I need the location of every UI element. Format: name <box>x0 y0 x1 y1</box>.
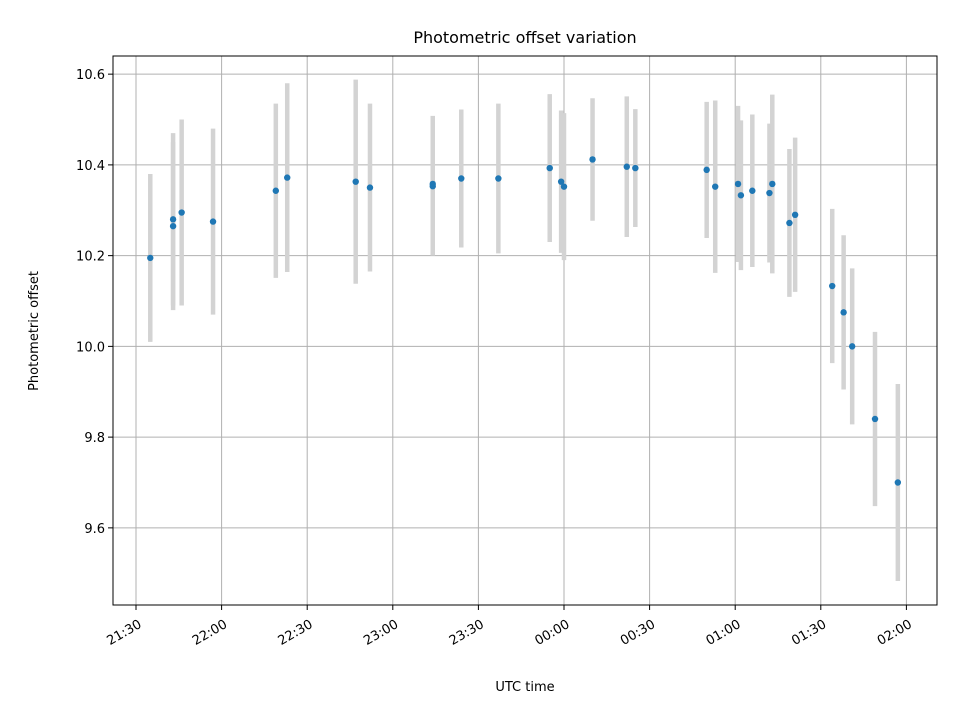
data-point <box>429 180 436 188</box>
data-point <box>209 218 217 225</box>
data-point <box>791 211 799 219</box>
y-tick-label: 9.6 <box>84 522 105 537</box>
chart-title: Photometric offset variation <box>413 28 636 47</box>
data-point <box>495 175 502 182</box>
y-axis-ticks: 9.6 9.8 10.0 10.2 10.4 10.6 <box>76 68 113 537</box>
x-tick-label: 02:00 <box>875 617 915 649</box>
data-point <box>632 164 639 172</box>
x-tick-label: 00:00 <box>532 617 572 649</box>
data-point <box>840 309 847 316</box>
x-tick-label: 23:00 <box>361 617 401 649</box>
y-tick: 10.6 <box>76 68 113 83</box>
data-point <box>703 166 710 174</box>
data-point <box>712 183 719 190</box>
data-point <box>169 216 177 223</box>
grid <box>113 56 937 605</box>
x-axis-ticks: 21:30 22:00 22:30 23:00 23:30 00:00 00:30 01:00… <box>104 605 915 649</box>
x-tick: 21:30 <box>104 605 144 649</box>
data-point <box>589 156 596 163</box>
data-point <box>829 282 836 290</box>
y-tick: 9.8 <box>84 431 113 446</box>
x-tick: 01:30 <box>789 605 829 649</box>
x-tick-label: 01:00 <box>704 617 744 649</box>
x-tick: 00:00 <box>532 605 572 649</box>
data-point <box>366 184 374 191</box>
x-axis-label: UTC time <box>495 680 554 695</box>
y-axis-label: Photometric offset <box>27 271 42 391</box>
y-tick-label: 10.6 <box>76 68 105 83</box>
plot-frame <box>112 55 938 606</box>
x-tick: 02:00 <box>875 605 915 649</box>
x-tick: 23:00 <box>361 605 401 649</box>
data-point <box>623 163 630 170</box>
data-point <box>766 189 773 197</box>
x-tick-label: 22:30 <box>276 617 316 649</box>
data-point <box>284 174 291 181</box>
data-point <box>557 178 565 185</box>
data-point <box>147 254 154 262</box>
x-tick-label: 22:00 <box>190 617 230 649</box>
error-bars <box>148 79 901 581</box>
data-point <box>546 164 553 172</box>
data-points <box>147 156 902 486</box>
x-tick: 22:30 <box>276 605 316 649</box>
data-point <box>560 183 568 190</box>
data-point <box>848 343 856 350</box>
y-tick: 10.0 <box>76 340 113 355</box>
y-tick: 9.6 <box>84 522 113 537</box>
data-point <box>272 187 280 194</box>
data-point <box>871 415 879 423</box>
x-tick: 22:00 <box>190 605 230 649</box>
x-tick: 01:00 <box>704 605 744 649</box>
data-point <box>769 180 776 188</box>
x-tick-label: 21:30 <box>104 617 144 649</box>
x-tick-label: 01:30 <box>789 617 829 649</box>
x-tick: 23:30 <box>447 605 487 649</box>
y-tick-label: 9.8 <box>84 431 105 446</box>
x-tick-label: 00:30 <box>618 617 658 649</box>
data-point <box>786 219 793 227</box>
data-point <box>169 222 177 230</box>
data-point <box>352 178 359 185</box>
y-tick-label: 10.2 <box>76 250 105 265</box>
x-tick-label: 23:30 <box>447 617 487 649</box>
y-tick-label: 10.4 <box>76 159 105 174</box>
x-tick: 00:30 <box>618 605 658 649</box>
y-tick: 10.2 <box>76 250 113 265</box>
data-point <box>749 187 756 194</box>
data-point <box>894 479 902 486</box>
data-point <box>178 209 185 216</box>
y-tick: 10.4 <box>76 159 113 174</box>
y-tick-label: 10.0 <box>76 340 105 355</box>
data-point <box>734 180 742 188</box>
data-point <box>458 175 465 182</box>
data-point <box>737 192 745 199</box>
